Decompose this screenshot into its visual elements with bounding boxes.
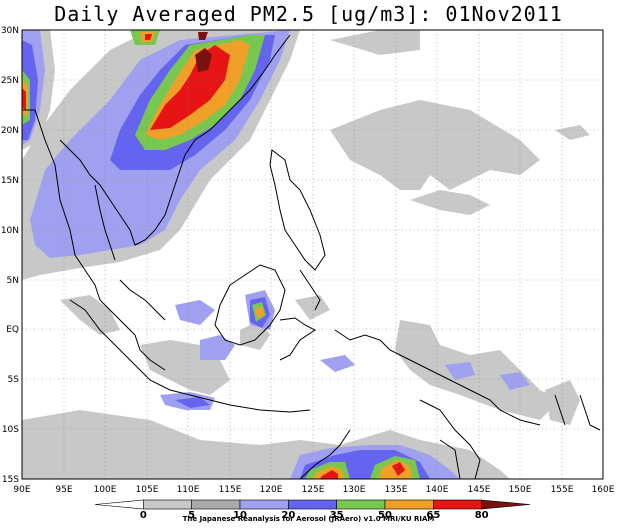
lat-label: 30N <box>1 26 19 36</box>
lon-label: 105E <box>136 485 159 495</box>
colorbar-swatch <box>384 499 434 510</box>
lon-label: 135E <box>385 485 408 495</box>
colorbar-tick-label: 35 <box>330 510 344 521</box>
pm25-shading-darkred <box>195 32 212 72</box>
map-frame <box>21 29 604 480</box>
map-title: Daily Averaged PM2.5 [ug/m3]: 01Nov2011 <box>54 2 563 26</box>
lat-label: 10S <box>2 425 19 435</box>
lon-label: 90E <box>13 485 30 495</box>
lon-label: 100E <box>94 485 117 495</box>
lon-label: 110E <box>177 485 200 495</box>
lon-label: 145E <box>468 485 491 495</box>
colorbar-swatch <box>288 499 337 510</box>
lon-label: 160E <box>592 485 615 495</box>
grid-lines <box>22 30 603 479</box>
colorbar-tick-label: 80 <box>475 510 489 521</box>
lat-label: 5S <box>8 375 20 385</box>
coastlines <box>22 34 601 480</box>
lat-label: 20N <box>1 126 19 136</box>
colorbar-swatch <box>481 499 531 510</box>
colorbar-tick-label: 20 <box>281 510 295 521</box>
lat-label: 10N <box>1 226 19 236</box>
colorbar-tick-label: 10 <box>233 510 247 521</box>
lon-label: 140E <box>426 485 449 495</box>
credit-text: The Japanese Reanalysis for Aerosol (JRA… <box>182 515 435 523</box>
lat-label: 15S <box>2 475 19 485</box>
colorbar-swatch <box>143 499 192 510</box>
lon-label: 150E <box>509 485 532 495</box>
colorbar-swatch <box>336 499 386 510</box>
lat-label: 25N <box>1 76 19 86</box>
colorbar-swatch <box>191 499 241 510</box>
pm25-shading-light <box>22 30 590 479</box>
lon-label: 120E <box>260 485 283 495</box>
lat-label: EQ <box>6 325 19 335</box>
lon-label: 130E <box>343 485 366 495</box>
lon-axis-labels: 90E 95E 100E 105E 110E 115E 120E 125E 13… <box>13 485 614 495</box>
colorbar-tick-label: 65 <box>426 510 440 521</box>
lat-label: 15N <box>1 176 19 186</box>
colorbar-tick-label: 50 <box>378 510 392 521</box>
colorbar-swatch <box>94 499 144 510</box>
lat-label: 5N <box>7 276 19 286</box>
lon-label: 115E <box>219 485 242 495</box>
colorbar-tick-label: 5 <box>188 510 195 521</box>
lat-axis-labels: 30N 25N 20N 15N 10N 5N EQ 5S 10S 15S <box>1 26 19 485</box>
lon-label: 155E <box>551 485 574 495</box>
map-plot-area <box>21 29 604 480</box>
pm25-shading-red <box>22 34 405 479</box>
colorbar-swatch <box>433 499 482 510</box>
colorbar: 0 5 10 20 35 50 65 80 <box>94 499 531 521</box>
colorbar-swatch <box>239 499 289 510</box>
lon-label: 95E <box>55 485 72 495</box>
lon-label: 125E <box>302 485 325 495</box>
colorbar-tick-label: 0 <box>140 510 147 521</box>
